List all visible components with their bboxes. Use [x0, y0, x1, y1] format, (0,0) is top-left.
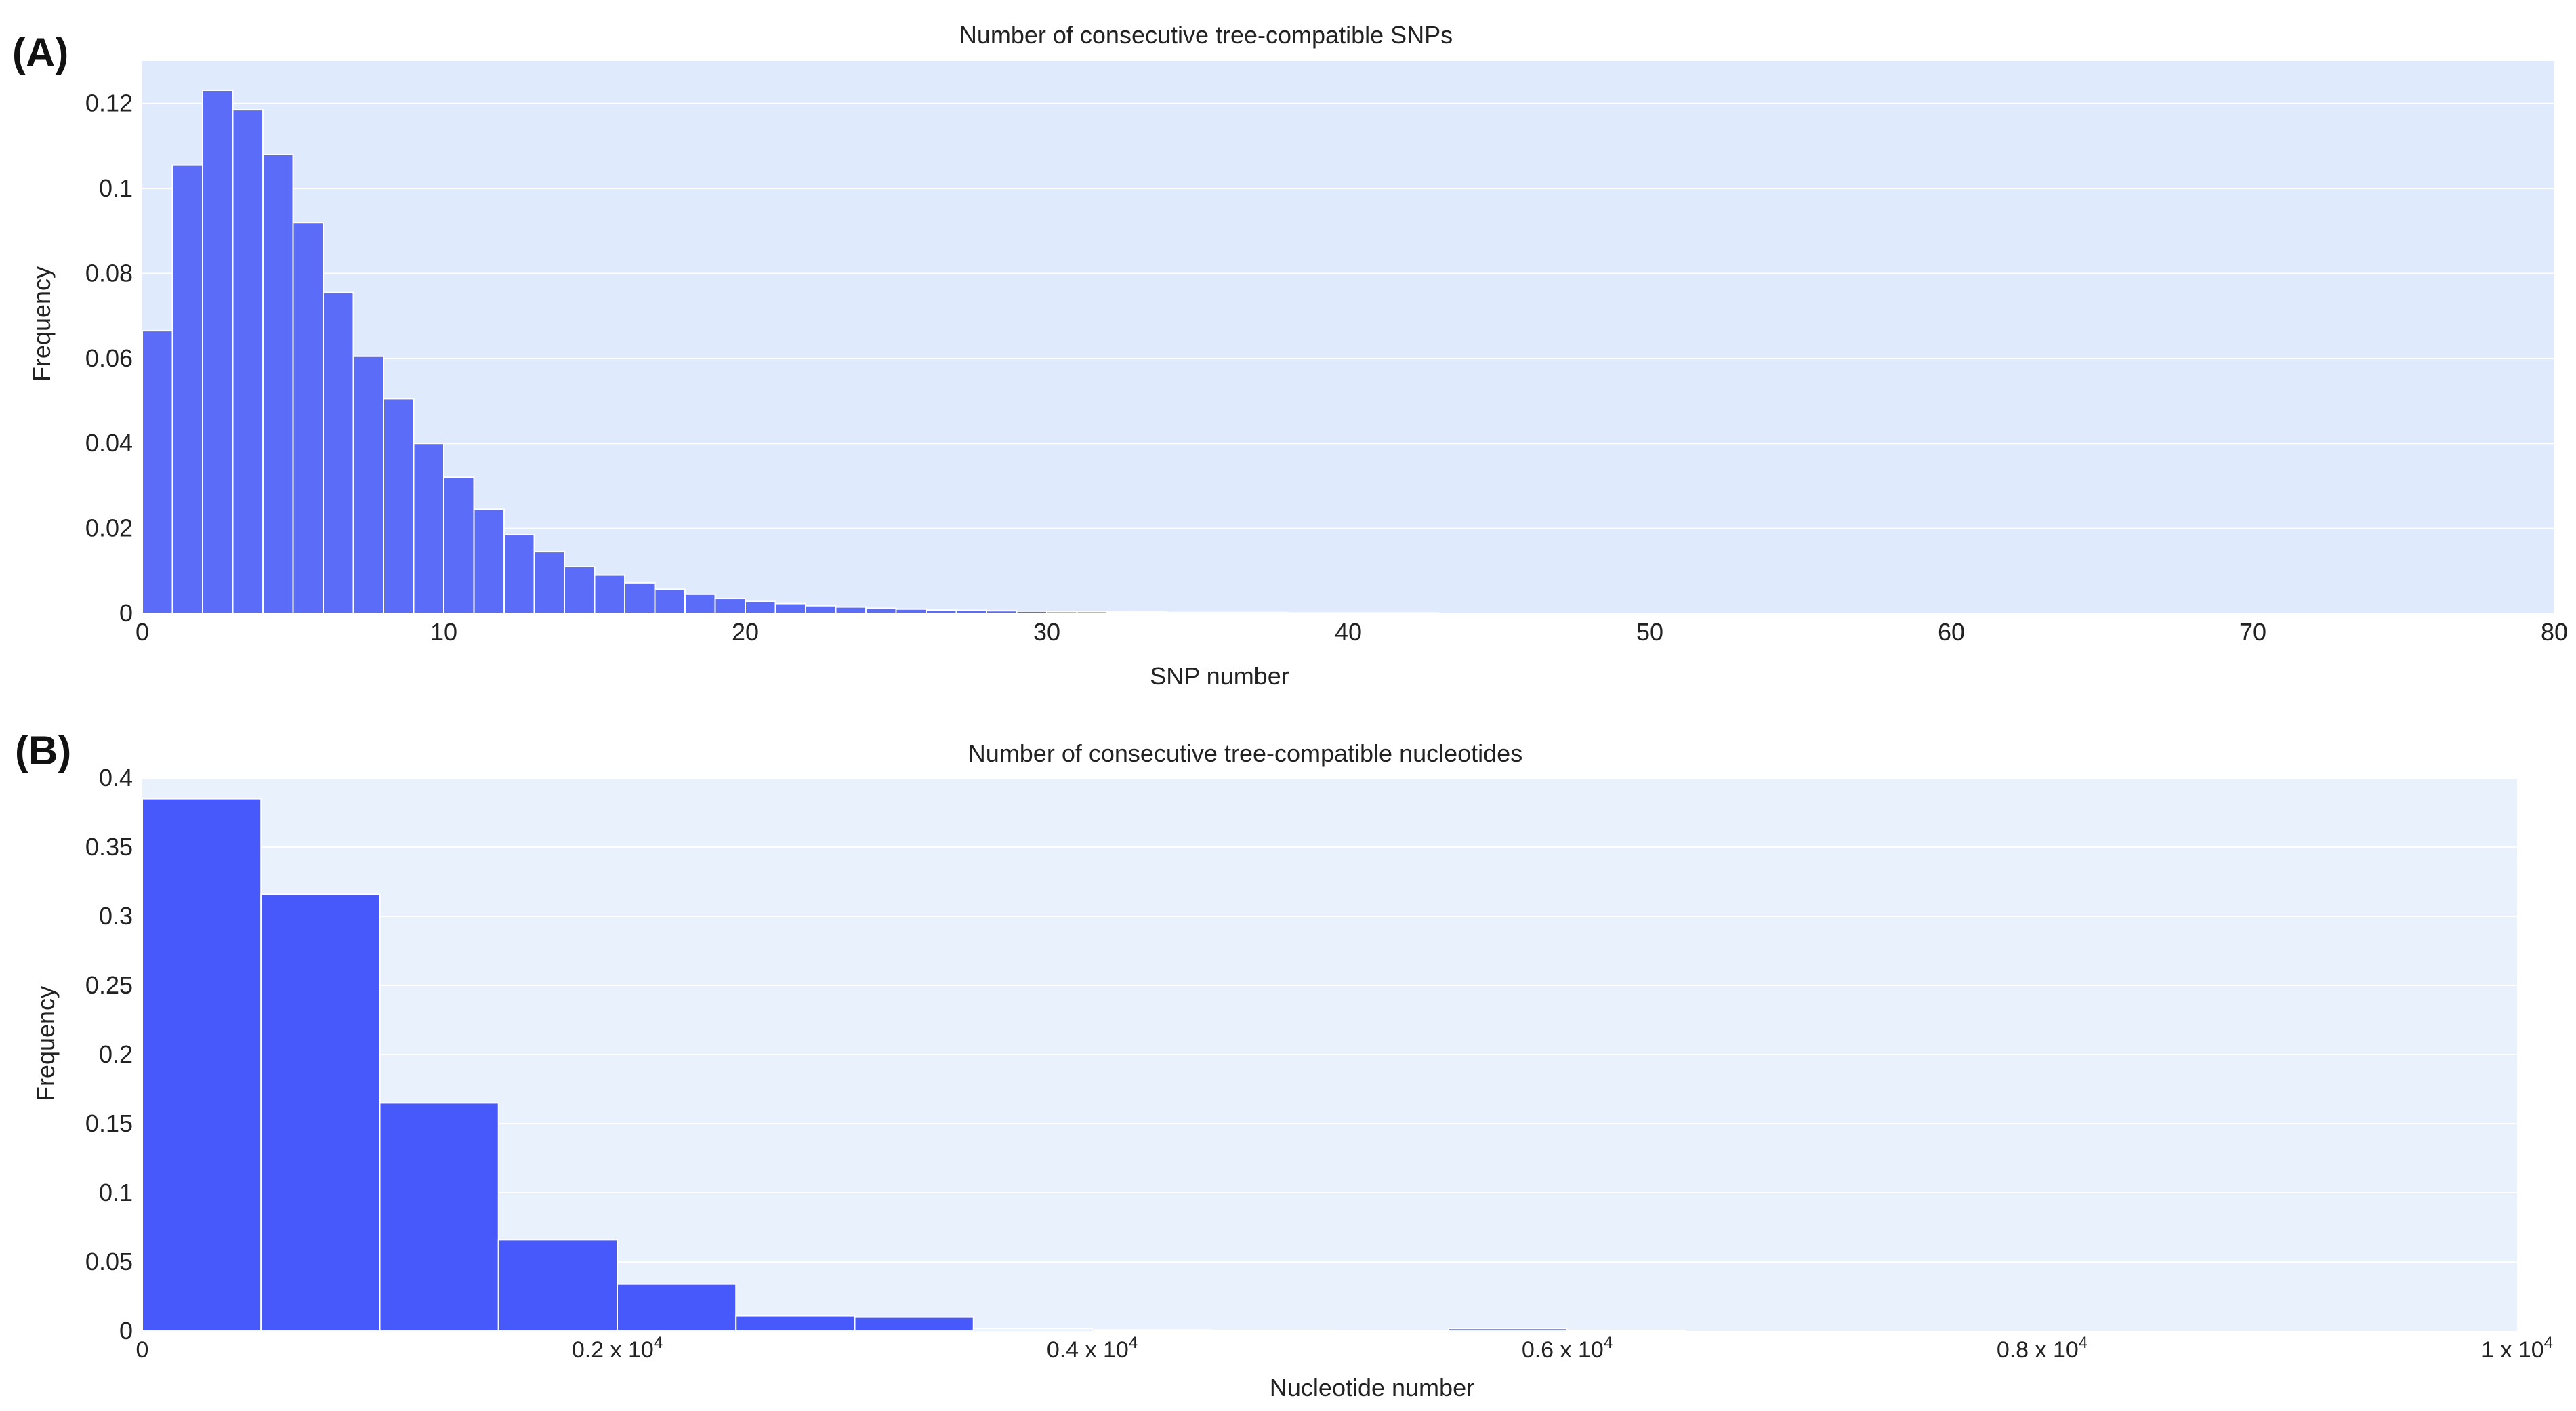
x-tick-label: 50 [1636, 618, 1663, 646]
histogram-bar [654, 588, 686, 614]
panel-a: (A) Number of consecutive tree-compatibl… [12, 21, 2568, 690]
x-tick-label: 0.6 x 104 [1522, 1334, 1613, 1363]
panel-a-y-axis-label: Frequency [28, 266, 56, 382]
y-tick-label: 0.08 [85, 259, 133, 287]
histogram-bar [352, 355, 384, 614]
histogram-bar [1566, 1330, 1687, 1332]
panel-b-title: Number of consecutive tree-compatible nu… [968, 739, 1522, 767]
panel-a-grid [142, 102, 2554, 529]
histogram-bar [986, 610, 1018, 615]
panel-b-y-axis-label: Frequency [32, 986, 60, 1101]
x-tick-label: 70 [2239, 618, 2266, 646]
histogram-bar [835, 606, 867, 614]
panel-a-bars [142, 89, 1440, 615]
histogram-bar [564, 566, 596, 614]
x-tick-label: 20 [732, 618, 759, 646]
histogram-bar [232, 109, 264, 615]
panel-a-y-ticks: 0 0.02 0.04 0.06 0.08 0.1 0.12 [85, 89, 133, 627]
histogram-bar [1447, 1328, 1568, 1332]
histogram-bar [926, 609, 957, 615]
histogram-bar [503, 534, 535, 614]
x-tick-label: 80 [2541, 618, 2568, 646]
y-tick-label: 0.1 [99, 174, 133, 202]
histogram-bar [745, 600, 776, 615]
y-tick-label: 0.04 [85, 429, 133, 457]
histogram-bar [413, 443, 444, 614]
panel-b-x-ticks: 0 0.2 x 104 0.4 x 104 0.6 x 104 0.8 x 104 1 x… [136, 1334, 2553, 1363]
y-tick-label: 0.2 [99, 1040, 133, 1068]
panel-b-x-axis-label: Nucleotide number [1270, 1374, 1474, 1402]
panel-b-y-ticks: 0 0.05 0.1 0.15 0.2 0.25 0.3 0.35 0.4 [85, 764, 133, 1345]
histogram-bar [735, 1315, 856, 1332]
y-tick-label: 0.12 [85, 89, 133, 117]
histogram-bar [443, 476, 475, 615]
histogram-bar [594, 574, 625, 614]
histogram-bar [895, 608, 927, 615]
panel-b: (B) Number of consecutive tree-compatibl… [15, 728, 2553, 1402]
histogram-bar [684, 593, 716, 614]
histogram-bar [865, 607, 897, 615]
histogram-bar [497, 1239, 618, 1332]
y-tick-label: 0 [119, 599, 133, 627]
y-tick-label: 0.3 [99, 902, 133, 930]
histogram-bar [972, 1328, 1093, 1332]
panel-b-label: (B) [15, 728, 71, 773]
histogram-bar [379, 1102, 499, 1332]
histogram-bar [1210, 1330, 1331, 1332]
histogram-bar [323, 291, 354, 614]
y-tick-label: 0.02 [85, 514, 133, 542]
histogram-bar [262, 153, 294, 614]
y-tick-label: 0.06 [85, 344, 133, 372]
histogram-bar [714, 598, 746, 614]
panel-b-bars [142, 798, 1687, 1332]
x-tick-label: 40 [1335, 618, 1362, 646]
y-tick-label: 0.1 [99, 1179, 133, 1206]
y-tick-label: 0.4 [99, 764, 133, 792]
histogram-bar [533, 551, 565, 614]
panel-a-plot-background [142, 61, 2554, 613]
histogram-bar [774, 602, 806, 614]
y-tick-label: 0.15 [85, 1109, 133, 1137]
histogram-bar [142, 330, 173, 614]
histogram-bar [171, 164, 203, 615]
histogram-bar [955, 609, 987, 614]
panel-a-title: Number of consecutive tree-compatible SN… [959, 21, 1453, 49]
histogram-bar [805, 605, 837, 615]
x-tick-label: 30 [1033, 618, 1060, 646]
histogram-bar [617, 1283, 737, 1332]
histogram-bar [260, 893, 381, 1332]
x-tick-label: 10 [430, 618, 457, 646]
histogram-bar [1106, 611, 1138, 614]
x-tick-label: 0 [136, 1337, 149, 1363]
x-tick-label: 1 x 104 [2481, 1334, 2553, 1363]
x-tick-label: 0.4 x 104 [1047, 1334, 1138, 1363]
histogram-bar [624, 581, 656, 614]
y-tick-label: 0.35 [85, 833, 133, 861]
panel-a-x-axis-label: SNP number [1150, 662, 1289, 690]
histogram-bar [142, 798, 262, 1332]
histogram-bar [1046, 611, 1078, 615]
histogram-bar [473, 508, 505, 615]
x-tick-label: 0 [136, 618, 149, 646]
y-tick-label: 0 [119, 1317, 133, 1345]
panel-a-x-ticks: 0 10 20 30 40 50 60 70 80 [136, 618, 2568, 646]
histogram-bar [202, 89, 234, 614]
histogram-bar [1136, 611, 1168, 614]
y-tick-label: 0.25 [85, 971, 133, 999]
histogram-bar [383, 398, 415, 615]
panel-a-label: (A) [12, 30, 68, 75]
histogram-bar [1092, 1329, 1212, 1332]
x-tick-label: 60 [1938, 618, 1965, 646]
y-tick-label: 0.05 [85, 1248, 133, 1275]
x-tick-label: 0.2 x 104 [572, 1334, 663, 1363]
x-tick-label: 0.8 x 104 [1997, 1334, 2087, 1363]
histogram-bar [1016, 610, 1047, 614]
histogram-bar [1076, 611, 1108, 615]
histogram-bar [292, 222, 324, 614]
histogram-bar [854, 1316, 974, 1332]
